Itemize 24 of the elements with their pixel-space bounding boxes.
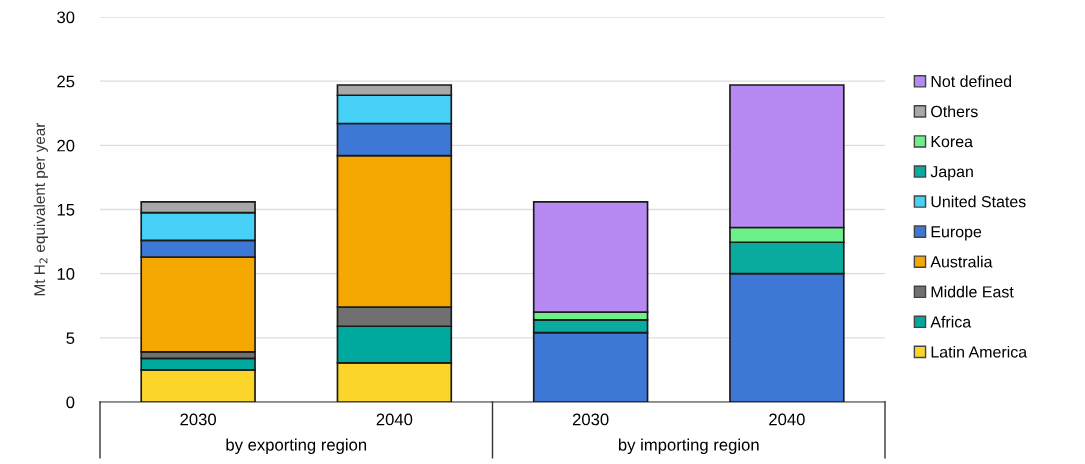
legend-label: Latin America xyxy=(931,345,1028,358)
text: by importing region xyxy=(618,438,759,455)
y-tick-label: 10 xyxy=(57,268,75,280)
legend-label: United States xyxy=(931,195,1026,208)
y-tick-label: 15 xyxy=(57,204,75,216)
legend-label: Others xyxy=(931,105,978,118)
text: by exporting region xyxy=(226,438,367,455)
x-tick-label: 2040 xyxy=(769,413,805,426)
y-tick-label: 0 xyxy=(66,396,75,409)
y-axis-title: Mt H$_{2}$ equivalent per year xyxy=(33,122,49,296)
y-tick-label: 30 xyxy=(57,11,75,24)
x-tick-label: 2030 xyxy=(572,413,609,426)
y-tick-label: 5 xyxy=(66,332,75,345)
legend-label: Not defined xyxy=(931,75,1012,88)
legend-label: Australia xyxy=(930,255,993,268)
y-tick-label: 25 xyxy=(57,75,75,88)
x-tick-label: 2040 xyxy=(376,413,413,426)
legend-label: Europe xyxy=(931,226,982,241)
legend-label: Japan xyxy=(930,166,973,181)
legend-label: Africa xyxy=(930,315,972,328)
legend-label: Korea xyxy=(931,136,973,148)
y-tick-label: 20 xyxy=(57,139,75,152)
legend-label: Middle East xyxy=(931,285,1014,298)
x-tick-label: 2030 xyxy=(180,413,217,426)
